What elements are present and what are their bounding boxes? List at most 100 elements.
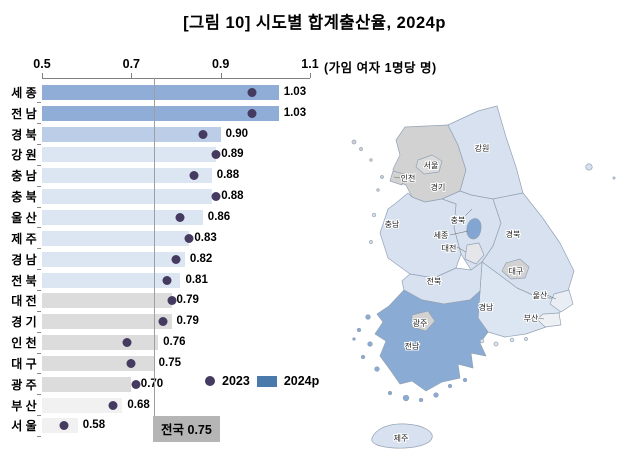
bar-2024p — [42, 335, 159, 351]
dot-2023 — [108, 400, 118, 410]
bar-track: 0.90 — [37, 126, 310, 146]
map-islands-jeonnam — [352, 314, 468, 403]
category-label: 전 남 — [11, 106, 37, 121]
category-label: 충 남 — [11, 169, 37, 184]
chart-row: 서 울 0.58 — [8, 416, 310, 437]
category-label: 대 전 — [11, 294, 37, 309]
bar-2024p — [42, 126, 221, 142]
dot-2023 — [122, 338, 132, 348]
bar-2024p — [42, 355, 154, 371]
x-tick-mark — [42, 73, 43, 78]
x-tick-label: 0.7 — [122, 57, 141, 71]
chart-row: 경 기 0.79 — [8, 311, 310, 333]
chart-rows: 세 종 1.03 전 남 1.03 경 북 0.90 강 원 0.89 충 남 0.88 충 북 0.… — [8, 82, 310, 437]
bar-track: 0.88 — [37, 189, 310, 208]
map-label-ulsan: 울산 — [533, 290, 548, 300]
leader-chungbuk — [463, 208, 473, 218]
x-tick-mark — [310, 73, 311, 78]
national-value-box: 전국 0.75 — [153, 416, 220, 442]
national-label: 전국 — [161, 423, 185, 437]
map-label-jeonbuk: 전북 — [427, 276, 442, 286]
unit-label: (가임 여자 1명당 명) — [324, 61, 437, 75]
dot-2023 — [189, 171, 199, 181]
dot-2023 — [247, 87, 257, 97]
x-tick-mark — [220, 73, 222, 78]
legend: 2023 2024p — [205, 374, 319, 388]
value-label: 0.70 — [140, 377, 164, 390]
bar-track: 1.03 — [37, 84, 310, 104]
dot-2023 — [167, 296, 177, 306]
value-label: 0.58 — [82, 419, 106, 432]
value-label: 0.88 — [221, 190, 244, 203]
bar-track: 1.03 — [37, 105, 310, 125]
map-region-incheon — [389, 170, 405, 186]
bar-2024p — [42, 147, 217, 163]
bar-track: 0.58 — [37, 418, 310, 437]
category-label: 강 원 — [11, 148, 37, 163]
map-region-daejeon — [464, 242, 485, 265]
dot-2023 — [131, 379, 141, 389]
chart-row: 부 산 0.68 — [8, 395, 310, 417]
map-region-jeju — [371, 423, 433, 449]
value-label: 0.83 — [194, 231, 217, 244]
category-label: 경 기 — [11, 315, 37, 330]
bar-track: 0.89 — [37, 147, 310, 166]
bar-track: 0.76 — [37, 335, 310, 354]
map-region-jeonnam — [374, 289, 489, 392]
x-tick-label: 0.5 — [33, 57, 51, 71]
chart-row: 경 남 0.82 — [8, 249, 310, 271]
map-label-chungnam: 충남 — [385, 220, 400, 229]
dot-2023 — [211, 192, 221, 202]
bar-2024p — [42, 84, 279, 100]
map-islands-gyeongnam — [479, 337, 528, 347]
x-axis-line — [42, 73, 311, 79]
category-label: 부 산 — [11, 398, 37, 413]
map-label-sejong: 세종 — [434, 231, 449, 240]
bar-2024p — [42, 251, 185, 267]
category-label: 광 주 — [11, 377, 37, 392]
chart-row: 인 천 0.76 — [8, 332, 310, 354]
value-label: 1.03 — [283, 85, 307, 98]
dot-2023 — [158, 317, 168, 327]
bar-track: 0.82 — [37, 251, 310, 271]
bar-track: 0.86 — [37, 209, 310, 229]
value-label: 0.89 — [221, 148, 244, 161]
chart-row: 대 전 0.79 — [8, 290, 310, 312]
x-tick-mark — [131, 73, 133, 78]
value-label: 0.79 — [176, 315, 199, 328]
x-tick-label: 1.1 — [301, 57, 319, 71]
bar-track: 0.88 — [37, 168, 310, 187]
category-label: 경 남 — [11, 252, 37, 267]
leader-incheon — [393, 176, 401, 179]
dot-2023 — [126, 358, 136, 368]
bar-2024p — [42, 105, 279, 121]
map-region-daegu — [501, 258, 530, 280]
chart-row: 경 북 0.90 — [8, 124, 310, 146]
leader-ulsan — [546, 294, 557, 300]
category-label: 경 북 — [11, 127, 37, 142]
chart-row: 울 산 0.86 — [8, 207, 310, 229]
value-label: 1.03 — [283, 106, 307, 119]
map-islands-chungnam — [369, 212, 377, 244]
map-region-sejong — [466, 218, 482, 240]
dot-2023 — [184, 233, 194, 243]
bar-2024p — [42, 189, 212, 205]
dot-2023 — [211, 150, 221, 160]
category-label: 인 천 — [11, 336, 37, 351]
map-label-chungbuk: 충북 — [451, 216, 466, 225]
legend-bar-label: 2024p — [283, 374, 320, 388]
dot-2023 — [162, 275, 172, 285]
bar-2024p — [42, 376, 132, 392]
category-label: 대 구 — [11, 356, 37, 371]
bar-2024p — [42, 272, 181, 288]
map-label-gwangju: 광주 — [413, 318, 428, 328]
bar-track: 0.79 — [37, 314, 310, 333]
bar-track: 0.70 — [37, 376, 310, 396]
map-label-jeju: 제주 — [394, 434, 409, 443]
chart-row: 제 주 0.83 — [8, 228, 310, 250]
value-label: 0.75 — [158, 356, 182, 369]
leader-sejong — [449, 230, 469, 236]
category-label: 서 울 — [11, 419, 37, 434]
value-label: 0.81 — [185, 273, 208, 286]
bar-2024p — [42, 230, 190, 246]
